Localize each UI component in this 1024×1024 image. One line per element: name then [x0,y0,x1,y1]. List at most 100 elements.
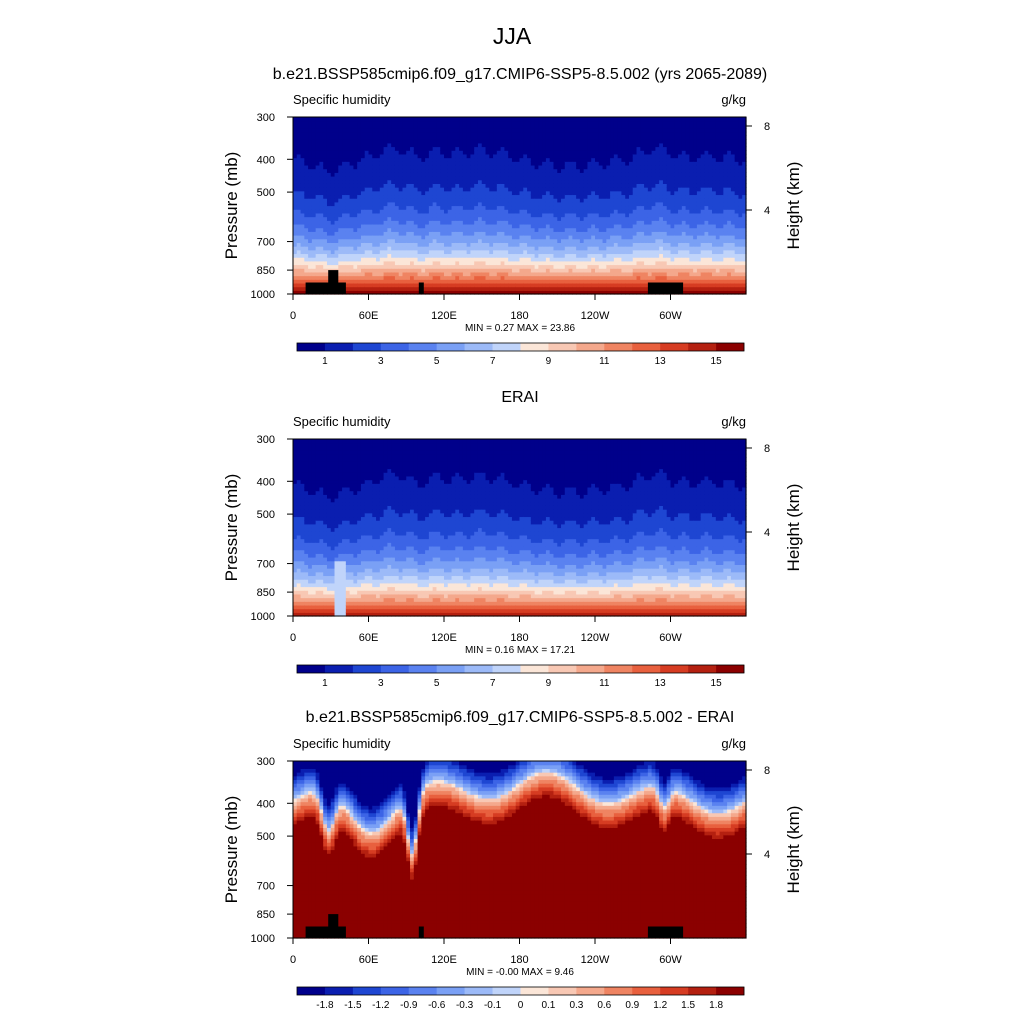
field-cell [440,139,445,144]
field-cell [440,187,445,192]
field-cell [311,194,317,199]
field-cell [470,120,475,125]
field-cell [474,128,479,133]
field-cell [462,260,468,266]
field-cell [394,146,400,151]
field-cell [591,209,596,214]
field-cell [621,279,626,284]
field-cell [587,220,592,225]
field-cell [666,139,672,144]
field-cell [368,139,373,144]
field-cell [300,268,305,273]
field-cell [523,212,528,218]
field-cell [311,227,317,232]
field-cell [636,172,641,177]
field-cell [538,235,543,240]
field-cell [296,260,302,266]
field-cell [628,290,634,295]
field-cell [493,201,498,207]
field-cell [670,198,675,203]
field-cell [330,260,336,266]
field-cell [444,242,449,247]
field-cell [579,146,585,151]
field-cell [644,172,649,177]
field-cell [444,223,449,229]
field-cell [293,260,298,266]
field-cell [489,209,494,214]
field-cell [508,271,513,277]
field-cell [587,249,592,255]
field-cell [511,161,517,166]
field-cell [474,172,479,177]
field-cell [636,227,641,232]
field-cell [557,235,562,240]
field-cell [425,194,430,199]
field-cell [481,120,487,125]
field-cell [413,135,419,140]
field-cell [425,257,430,262]
field-cell [572,131,577,137]
field-cell [345,231,351,236]
field-cell [413,157,419,162]
field-cell [315,216,321,221]
field-cell [349,227,355,232]
field-cell [651,150,657,155]
field-cell [293,209,298,214]
field-cell [459,212,464,218]
field-cell [515,282,521,288]
field-cell [651,220,657,225]
field-cell [527,172,532,177]
field-cell [602,242,607,247]
field-cell [561,168,566,173]
field-cell [353,142,358,148]
field-cell [383,264,388,269]
field-cell [304,190,309,196]
field-cell [640,172,645,177]
field-cell [353,209,358,214]
field-cell [523,220,528,225]
field-cell [496,275,502,280]
field-cell [394,290,400,295]
field-cell [579,223,585,229]
field-cell [417,190,422,196]
field-cell [662,153,668,159]
field-cell [534,120,539,125]
field-cell [530,190,536,196]
field-cell [674,227,679,232]
field-cell [353,172,358,177]
field-cell [610,264,615,269]
field-cell [406,216,411,221]
field-cell [485,253,490,258]
field-cell [496,139,502,144]
field-cell [587,194,592,199]
field-cell [425,157,430,162]
field-cell [572,183,577,188]
field-cell [613,120,619,125]
field-cell [500,179,506,184]
field-cell [500,157,506,162]
field-cell [666,161,672,166]
field-cell [632,128,638,133]
field-cell [621,220,626,225]
field-cell [410,275,415,280]
field-cell [357,286,362,291]
field-cell [666,194,672,199]
field-cell [576,279,581,284]
field-cell [587,153,592,159]
field-cell [485,235,490,240]
field-cell [383,220,388,225]
field-cell [591,135,596,140]
field-cell [489,201,494,207]
field-cell [477,220,483,225]
field-cell [357,176,362,181]
field-cell [542,212,547,218]
field-cell [538,150,543,155]
field-cell [293,120,298,125]
field-cell [628,153,634,159]
field-cell [444,282,449,288]
field-cell [628,183,634,188]
field-cell [485,139,490,144]
field-cell [387,198,392,203]
field-cell [606,183,611,188]
field-cell [360,279,366,284]
